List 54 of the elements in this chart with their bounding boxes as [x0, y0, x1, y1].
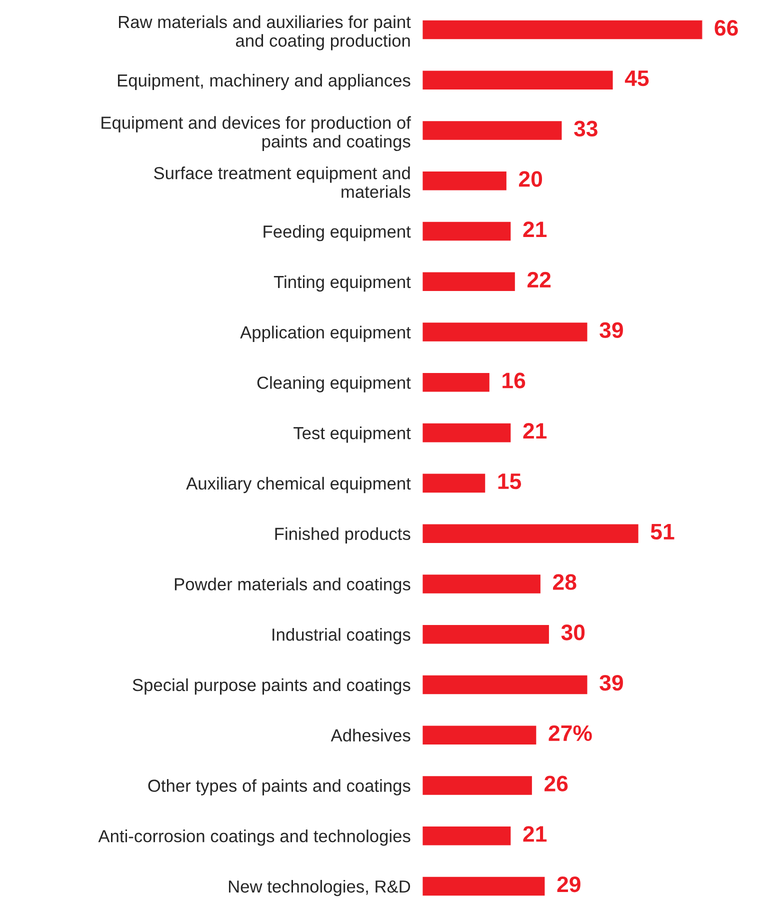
bar	[422, 270, 516, 292]
data-label: 26	[544, 776, 568, 792]
data-label: 20	[518, 171, 542, 187]
bar	[422, 674, 589, 696]
bar	[422, 573, 542, 595]
y-tick-label: Other types of paints and coatings	[148, 779, 410, 796]
y-tick-label: Raw materials and auxiliaries for paint and coating production	[118, 15, 411, 50]
bar	[422, 472, 487, 494]
bar	[422, 120, 564, 142]
bar	[422, 321, 589, 343]
data-label: 45	[624, 70, 649, 86]
data-label: 33	[574, 120, 598, 137]
data-label: 39	[600, 322, 623, 338]
data-label: 21	[523, 222, 547, 238]
bar	[422, 825, 512, 847]
y-tick-label: Anti-corrosion coatings and technologies	[98, 830, 410, 846]
y-tick-label: New technologies, R&D	[228, 880, 410, 896]
y-tick-label: Industrial coatings	[272, 628, 410, 644]
data-label: 21	[523, 826, 547, 842]
y-tick-label: Surface treatment equipment and materials	[154, 166, 410, 198]
y-tick-label: Special purpose paints and coatings	[132, 678, 410, 695]
y-tick-label: Application equipment	[240, 326, 411, 342]
data-label: 21	[523, 423, 547, 439]
data-label: 39	[600, 674, 623, 691]
bar	[422, 220, 512, 242]
bar	[422, 170, 508, 192]
y-tick-label: Equipment, machinery and appliances	[118, 74, 410, 90]
bar	[422, 372, 491, 394]
bar	[422, 624, 550, 646]
data-label: 15	[498, 474, 522, 490]
bar	[422, 19, 703, 41]
bar	[422, 774, 534, 796]
y-tick-label: Feeding equipment	[264, 225, 411, 242]
y-tick-label: Test equipment	[294, 426, 411, 443]
y-tick-label: Auxiliary chemical equipment	[186, 476, 411, 494]
data-label: 28	[553, 574, 576, 590]
bar	[422, 69, 614, 91]
y-tick-label: Tinting equipment	[274, 275, 411, 292]
data-label: 29	[557, 876, 580, 892]
bar	[422, 422, 512, 444]
data-label: 22	[527, 272, 551, 288]
bar	[422, 522, 640, 544]
y-tick-label: Cleaning equipment	[257, 376, 411, 392]
data-label: 51	[650, 524, 674, 540]
y-tick-label: Powder materials and coatings	[174, 578, 410, 594]
data-label: 66	[714, 20, 738, 36]
data-label: 16	[502, 372, 526, 388]
data-label: 30	[561, 624, 585, 640]
y-tick-label: Equipment and devices for production of paints and coatings	[102, 116, 411, 152]
bar	[422, 875, 546, 897]
y-tick-label: Finished products	[275, 527, 410, 544]
data-label: 27%	[548, 725, 592, 742]
y-tick-label: Adhesives	[330, 728, 410, 742]
bar	[422, 724, 538, 746]
